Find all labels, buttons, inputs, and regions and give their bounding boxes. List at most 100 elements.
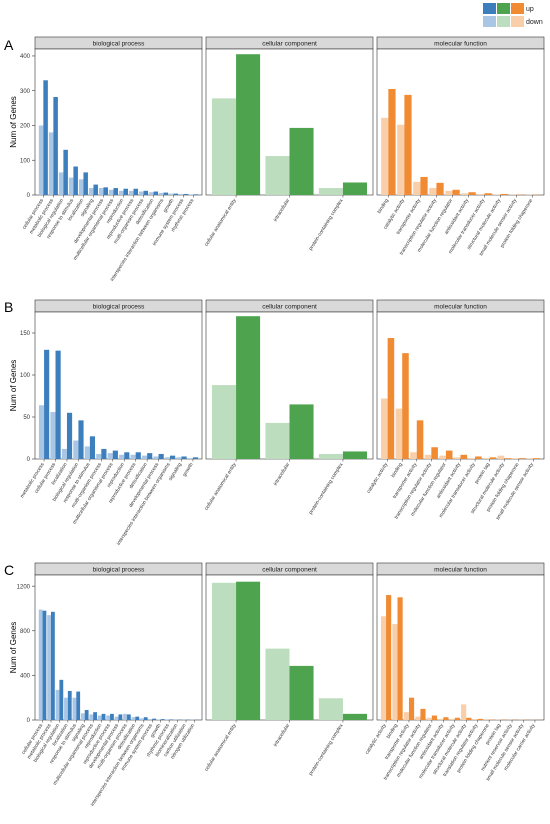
bar-up bbox=[387, 338, 395, 459]
bar-up bbox=[63, 149, 68, 195]
bar-down bbox=[48, 132, 54, 195]
bar-down bbox=[84, 446, 90, 459]
bar-down bbox=[73, 440, 79, 459]
bar-up bbox=[83, 172, 88, 195]
bar-down bbox=[148, 719, 153, 720]
bar-down bbox=[426, 717, 432, 720]
bar-up bbox=[113, 188, 118, 195]
bar-down bbox=[141, 455, 148, 459]
panel-label: B bbox=[4, 299, 13, 315]
bar-down bbox=[131, 717, 136, 720]
bar-down bbox=[159, 192, 164, 195]
facet-cellular-component: cellular component cellular anatomical en… bbox=[204, 299, 374, 516]
y-tick-label: 400 bbox=[20, 54, 31, 60]
facet-title: cellular component bbox=[262, 567, 317, 574]
bar-down bbox=[497, 455, 505, 459]
bar-up bbox=[169, 719, 173, 720]
bar-up bbox=[67, 691, 72, 720]
y-tick-label: 300 bbox=[20, 89, 31, 95]
bar-down bbox=[453, 457, 461, 459]
x-tick-label: intracellular bbox=[273, 462, 292, 487]
facet-title: molecular function bbox=[434, 41, 487, 48]
bar-up bbox=[103, 187, 108, 195]
bar-down bbox=[176, 457, 182, 459]
x-tick-label: catalytic activity bbox=[364, 722, 388, 755]
facet-title: biological process bbox=[93, 304, 145, 311]
bar-down bbox=[212, 582, 237, 720]
bar-up bbox=[53, 96, 58, 195]
bar-down bbox=[179, 193, 184, 195]
bar-up bbox=[342, 713, 367, 720]
bar-down bbox=[477, 193, 485, 195]
bar-down bbox=[395, 408, 403, 459]
bar-down bbox=[380, 616, 387, 720]
bar-up bbox=[445, 450, 453, 459]
y-tick-label: 150 bbox=[20, 331, 31, 337]
bar-up bbox=[443, 717, 449, 720]
bar-up bbox=[408, 697, 415, 720]
bar-up bbox=[76, 691, 81, 720]
bar-up bbox=[431, 715, 438, 720]
bar-up bbox=[147, 453, 153, 459]
bar-up bbox=[78, 420, 84, 459]
bar-down bbox=[212, 385, 237, 459]
y-axis-label: Num of Genes bbox=[9, 360, 18, 412]
legend-swatch-bp-up bbox=[483, 3, 496, 14]
y-tick-label: 0 bbox=[27, 718, 31, 724]
y-tick-label: 0 bbox=[27, 457, 31, 463]
legend-swatch-mf-up bbox=[511, 3, 524, 14]
bar-down bbox=[526, 458, 534, 459]
bar-down bbox=[149, 192, 154, 195]
bar-up bbox=[158, 453, 164, 459]
bar-up bbox=[143, 717, 148, 720]
bar-up bbox=[126, 714, 131, 720]
bar-up bbox=[289, 404, 314, 459]
bar-down bbox=[397, 124, 405, 195]
bar-down bbox=[153, 456, 159, 459]
bar-down bbox=[424, 454, 432, 459]
facet-plot-area bbox=[34, 48, 203, 196]
bar-down bbox=[139, 191, 144, 195]
panel-label: A bbox=[4, 37, 14, 53]
bar-up bbox=[173, 193, 179, 195]
x-tick-label: binding bbox=[376, 198, 390, 215]
bar-down bbox=[265, 422, 290, 459]
bar-up bbox=[192, 457, 199, 459]
bar-down bbox=[265, 156, 290, 195]
x-tick-label: protein-containing complex bbox=[308, 461, 345, 515]
bar-down bbox=[381, 117, 389, 195]
bar-up bbox=[468, 192, 476, 195]
bar-down bbox=[114, 716, 119, 720]
bar-up bbox=[152, 718, 157, 720]
legend-swatch-cc-up bbox=[497, 3, 510, 14]
bar-up bbox=[163, 192, 169, 195]
bar-down bbox=[512, 458, 519, 459]
bar-up bbox=[289, 127, 314, 195]
bar-down bbox=[410, 452, 417, 459]
facet-title: cellular component bbox=[262, 304, 317, 311]
bar-up bbox=[452, 189, 460, 195]
y-tick-label: 100 bbox=[20, 373, 31, 379]
x-tick-label: growth bbox=[182, 462, 195, 478]
bar-up bbox=[112, 450, 118, 459]
bar-up bbox=[436, 182, 444, 195]
x-tick-label: protein-containing complex bbox=[308, 722, 345, 776]
x-tick-label: intracellular bbox=[273, 723, 292, 748]
bar-up bbox=[133, 188, 139, 195]
bar-down bbox=[80, 713, 85, 720]
bar-up bbox=[489, 457, 497, 459]
bar-up bbox=[66, 412, 73, 459]
bar-up bbox=[93, 712, 97, 720]
bar-up bbox=[59, 679, 64, 720]
y-axis-label: Num of Genes bbox=[9, 622, 18, 674]
bar-up bbox=[533, 458, 540, 459]
bar-up bbox=[504, 458, 511, 459]
x-tick-label: protein folding chaperone bbox=[499, 198, 534, 249]
bar-down bbox=[445, 190, 453, 195]
bar-up bbox=[135, 452, 141, 459]
bar-down bbox=[187, 458, 193, 459]
facet-plot-area bbox=[376, 574, 545, 721]
bar-down bbox=[123, 713, 127, 720]
